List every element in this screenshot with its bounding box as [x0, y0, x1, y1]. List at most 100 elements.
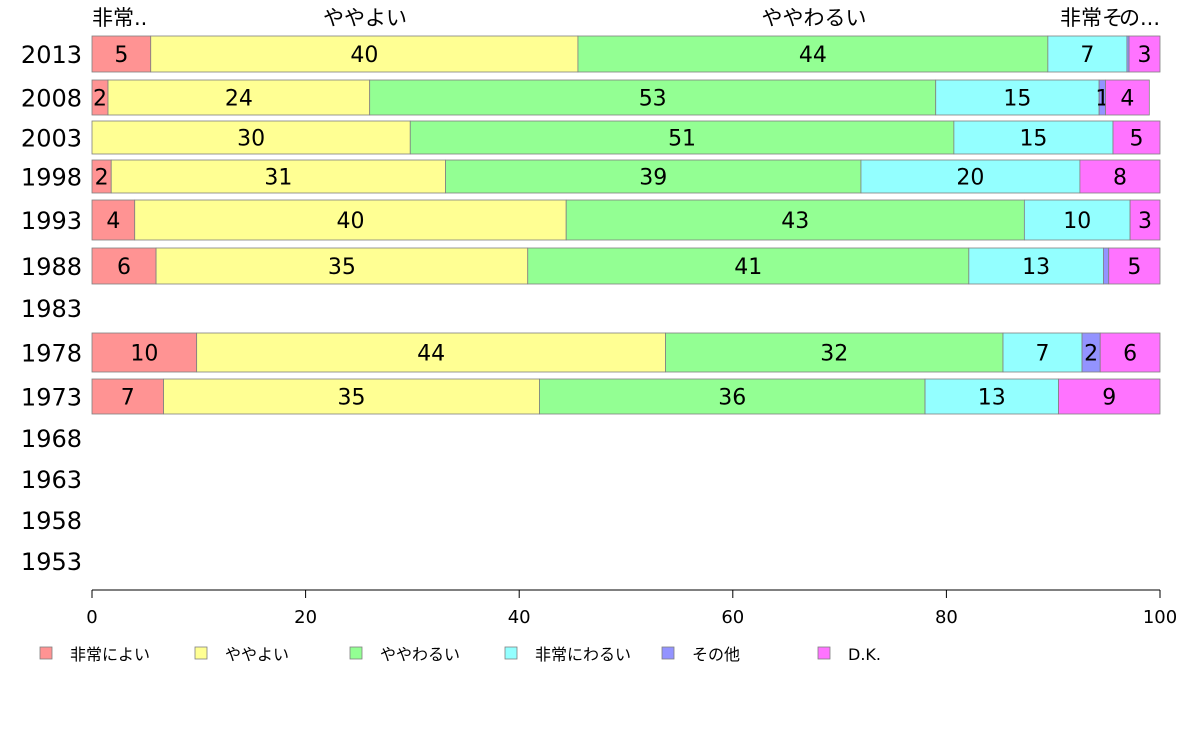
data-label: 2: [1084, 342, 1098, 367]
legend-swatch: [194, 646, 208, 660]
bar-segment: [1112, 120, 1161, 155]
data-label: 41: [734, 255, 762, 280]
data-label: 35: [328, 255, 356, 280]
y-tick-label: 1978: [21, 340, 82, 368]
data-label: 30: [237, 127, 265, 152]
y-tick-label: 1993: [21, 207, 82, 235]
data-label: 20: [956, 166, 984, 191]
data-label: 40: [350, 43, 378, 68]
data-label: 51: [668, 127, 696, 152]
x-tick-label: 40: [508, 607, 531, 628]
bar-segment: [577, 35, 1049, 73]
bar-segment: [1108, 247, 1161, 285]
bar-segment: [1058, 378, 1161, 415]
data-label: 8: [1113, 166, 1127, 191]
data-label: 2: [93, 87, 107, 112]
legend-label: 非常によい: [70, 645, 150, 664]
data-label: 15: [1003, 87, 1031, 112]
bar-segment: [860, 159, 1081, 194]
bar-segment: [369, 79, 937, 116]
x-tick-label: 80: [935, 607, 958, 628]
bar-segment: [91, 247, 157, 285]
x-tick-label: 20: [294, 607, 317, 628]
data-label: 43: [781, 209, 809, 234]
y-tick-label: 1963: [21, 466, 82, 494]
bar-segment: [91, 378, 164, 415]
data-label: 7: [1036, 342, 1050, 367]
top-series-labels: 非常.. ややよい ややわるい 非常その...: [92, 6, 1160, 30]
data-label: 6: [117, 255, 131, 280]
data-label: 4: [1120, 87, 1134, 112]
bar-segment: [1079, 159, 1161, 194]
y-tick-label: 1973: [21, 384, 82, 412]
legend-swatch: [39, 646, 53, 660]
legend-label: ややわるい: [380, 645, 460, 664]
y-tick-label: 1988: [21, 253, 82, 281]
bar-segment: [409, 120, 955, 155]
legend-swatch: [661, 646, 675, 660]
bar-segment: [953, 120, 1114, 155]
data-label: 15: [1019, 127, 1047, 152]
data-label: 9: [1102, 386, 1116, 411]
data-label: 7: [1080, 43, 1094, 68]
bar-segment: [1023, 199, 1131, 241]
data-label: 44: [799, 43, 827, 68]
data-label: 24: [225, 87, 253, 112]
data-label: 39: [639, 166, 667, 191]
y-tick-label: 1968: [21, 425, 82, 453]
data-label: 44: [417, 342, 445, 367]
data-label: 32: [820, 342, 848, 367]
bar-segment: [91, 199, 136, 241]
data-label: 40: [336, 209, 364, 234]
data-label: 13: [978, 386, 1006, 411]
y-tick-label: 1998: [21, 164, 82, 192]
data-label: 13: [1022, 255, 1050, 280]
top-label: 非常..: [92, 6, 147, 30]
y-tick-label: 1958: [21, 507, 82, 535]
data-label: 35: [338, 386, 366, 411]
bar-segment: [1102, 247, 1110, 285]
bar-segment: [527, 247, 970, 285]
top-label: の...: [1119, 6, 1160, 30]
data-label: 4: [106, 209, 120, 234]
bar-segment: [134, 199, 567, 241]
bar-segment: [107, 79, 371, 116]
bar-segment: [110, 159, 446, 194]
bar-segment: [968, 247, 1104, 285]
bar-segment: [1128, 35, 1161, 73]
bar-segment: [1099, 332, 1161, 373]
y-tick-label: 2008: [21, 85, 82, 113]
y-tick-label: 1953: [21, 548, 82, 576]
data-label: 36: [718, 386, 746, 411]
legend-label: その他: [692, 645, 740, 664]
bar-segment: [665, 332, 1004, 373]
bar-segment: [1129, 199, 1161, 241]
x-tick-label: 0: [86, 607, 97, 628]
legend-swatch: [817, 646, 831, 660]
legend-swatch: [349, 646, 363, 660]
bar-segment: [91, 35, 152, 73]
data-label: 7: [121, 386, 135, 411]
bar-segment: [196, 332, 666, 373]
legend: 非常によい ややよい ややわるい 非常にわるい その他 D.K.: [39, 645, 881, 664]
legend-swatch: [504, 646, 518, 660]
data-label: 10: [130, 342, 158, 367]
bar-segment: [155, 247, 529, 285]
y-tick-label: 2003: [21, 125, 82, 153]
legend-label: ややよい: [225, 645, 289, 664]
bars: 5 40 44 7 32 24 53 15 1 430 51 15 52 31 39 20 84 40 43 10 36…: [91, 35, 1161, 415]
data-label: 2: [95, 166, 109, 191]
x-tick-label: 60: [721, 607, 744, 628]
data-label: 53: [639, 87, 667, 112]
top-label: ややわるい: [762, 6, 867, 30]
top-label: 非常そ: [1060, 6, 1123, 30]
bar-segment: [565, 199, 1025, 241]
top-label: ややよい: [323, 6, 407, 30]
data-label: 3: [1138, 43, 1152, 68]
y-tick-label: 1983: [21, 295, 82, 323]
bar-segment: [539, 378, 926, 415]
data-label: 5: [1130, 127, 1144, 152]
x-tick-label: 100: [1143, 607, 1177, 628]
data-label: 31: [264, 166, 292, 191]
